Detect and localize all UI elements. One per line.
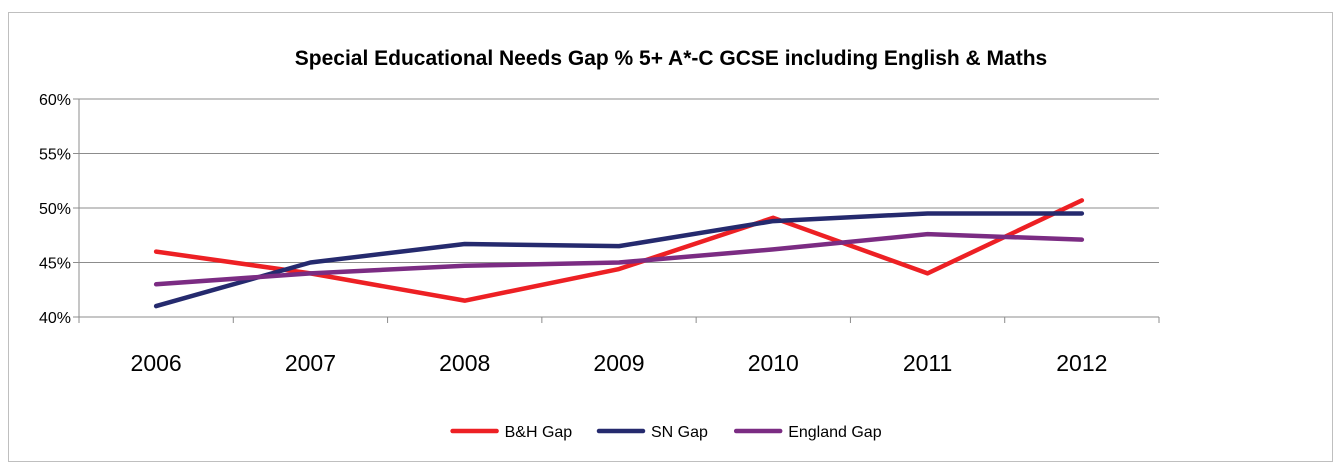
gridlines: [79, 98, 1159, 318]
legend: B&H Gap SN Gap England Gap: [450, 424, 882, 441]
line-chart: Special Educational Needs Gap % 5+ A*-C …: [39, 47, 1160, 441]
chart-frame: Special Educational Needs Gap % 5+ A*-C …: [8, 12, 1333, 462]
series-lines: [153, 198, 1085, 309]
x-tick-label: 2010: [748, 350, 799, 376]
x-tick-label: 2007: [285, 350, 336, 376]
legend-label: SN Gap: [651, 424, 708, 441]
x-tick-label: 2006: [131, 350, 182, 376]
chart-title: Special Educational Needs Gap % 5+ A*-C …: [295, 47, 1047, 70]
series-line-1: [153, 211, 1085, 309]
legend-label: B&H Gap: [505, 424, 573, 441]
series-line-2: [153, 231, 1085, 287]
y-tick-label: 55%: [39, 147, 71, 164]
x-tick-label: 2011: [903, 350, 952, 376]
axes: 40% 45% 50% 55% 60% 2006 2007 2008 2009 2010 2011 2…: [39, 92, 1160, 376]
legend-label: England Gap: [788, 424, 882, 441]
x-tick-label: 2008: [439, 350, 490, 376]
y-tick-label: 40%: [39, 310, 71, 327]
x-tick-label: 2012: [1056, 350, 1107, 376]
x-tick-label: 2009: [593, 350, 644, 376]
y-tick-label: 60%: [39, 92, 71, 109]
y-tick-label: 50%: [39, 201, 71, 218]
y-tick-label: 45%: [39, 256, 71, 273]
